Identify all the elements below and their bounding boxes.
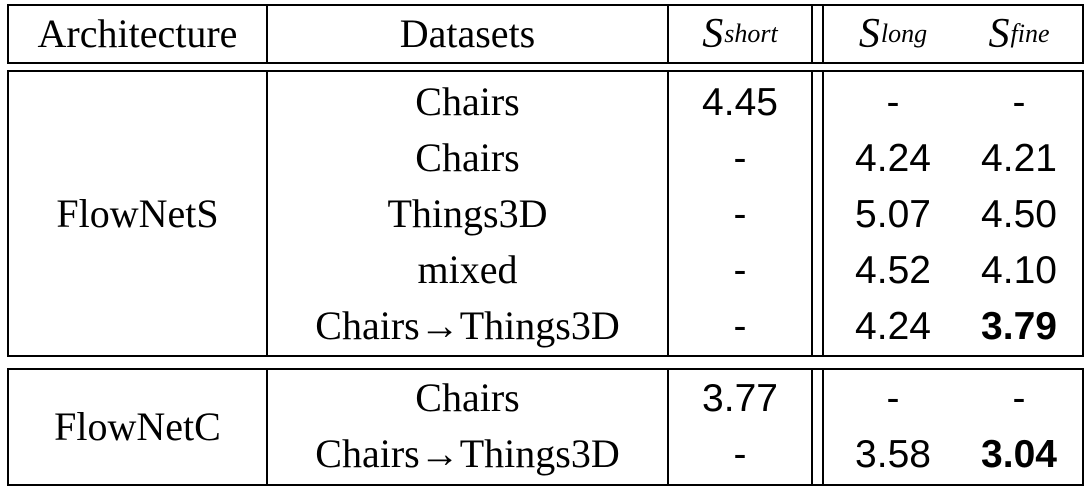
vrule	[1082, 368, 1084, 486]
dataset-cell: Chairs→Things3D	[315, 431, 620, 476]
dataset-cell: Things3D	[387, 191, 548, 236]
vrule	[7, 368, 9, 486]
s-short-cell: 4.45	[702, 80, 778, 124]
header-s-long-symbol: S	[858, 11, 880, 57]
s-long-cell: 5.07	[855, 192, 931, 236]
rule-header-bottom	[7, 62, 1084, 64]
rule-bottom	[7, 484, 1084, 486]
rule-group2-top	[7, 368, 1084, 370]
vrule	[667, 70, 669, 357]
vrule	[7, 70, 9, 357]
header-s-fine-symbol: S	[988, 11, 1010, 57]
dataset-cell: Chairs→Things3D	[315, 303, 620, 348]
s-long-cell: -	[886, 376, 900, 420]
vrule	[811, 368, 813, 486]
s-long-cell: 4.24	[855, 304, 931, 348]
s-long-cell: 4.52	[855, 248, 931, 292]
header-s-short-symbol: S	[702, 11, 724, 57]
vrule	[667, 4, 669, 64]
vrule	[266, 368, 268, 486]
dataset-cell: Chairs	[415, 375, 520, 420]
header-s-long-sub: long	[880, 19, 928, 48]
header-architecture: Architecture	[37, 11, 238, 56]
s-long-cell: 3.58	[855, 432, 931, 476]
vrule	[7, 4, 9, 64]
vrule	[822, 70, 824, 357]
s-short-cell: -	[733, 304, 747, 348]
s-fine-cell: 4.21	[981, 136, 1057, 180]
s-short-cell: -	[733, 136, 747, 180]
arch-flownetc: FlowNetC	[54, 404, 221, 449]
header-s-short-sub: short	[724, 19, 778, 48]
header-s-fine-sub: fine	[1010, 19, 1050, 48]
dataset-cell: mixed	[417, 247, 518, 292]
vrule	[822, 368, 824, 486]
s-long-cell: 4.24	[855, 136, 931, 180]
header-datasets: Datasets	[399, 11, 536, 56]
s-short-cell: -	[733, 248, 747, 292]
vrule	[1082, 70, 1084, 357]
s-fine-cell-best: 3.79	[981, 304, 1057, 348]
s-short-cell: -	[733, 192, 747, 236]
vrule	[822, 4, 824, 64]
rule-top	[7, 4, 1084, 6]
s-fine-cell: -	[1012, 80, 1026, 124]
s-long-cell: -	[886, 80, 900, 124]
s-fine-cell: 4.10	[981, 248, 1057, 292]
arch-flownets: FlowNetS	[56, 190, 219, 236]
s-fine-cell: -	[1012, 376, 1026, 420]
vrule	[1082, 4, 1084, 64]
rule-group1-bottom	[7, 355, 1084, 357]
s-short-cell: -	[733, 432, 747, 476]
vrule	[811, 70, 813, 357]
dataset-cell: Chairs	[415, 135, 520, 180]
rule-group1-top	[7, 70, 1084, 72]
s-fine-cell: 4.50	[981, 192, 1057, 236]
s-fine-cell-best: 3.04	[981, 432, 1057, 476]
vrule	[811, 4, 813, 64]
s-short-cell: 3.77	[702, 376, 778, 420]
dataset-cell: Chairs	[415, 79, 520, 124]
vrule	[266, 4, 268, 64]
vrule	[266, 70, 268, 357]
vrule	[667, 368, 669, 486]
